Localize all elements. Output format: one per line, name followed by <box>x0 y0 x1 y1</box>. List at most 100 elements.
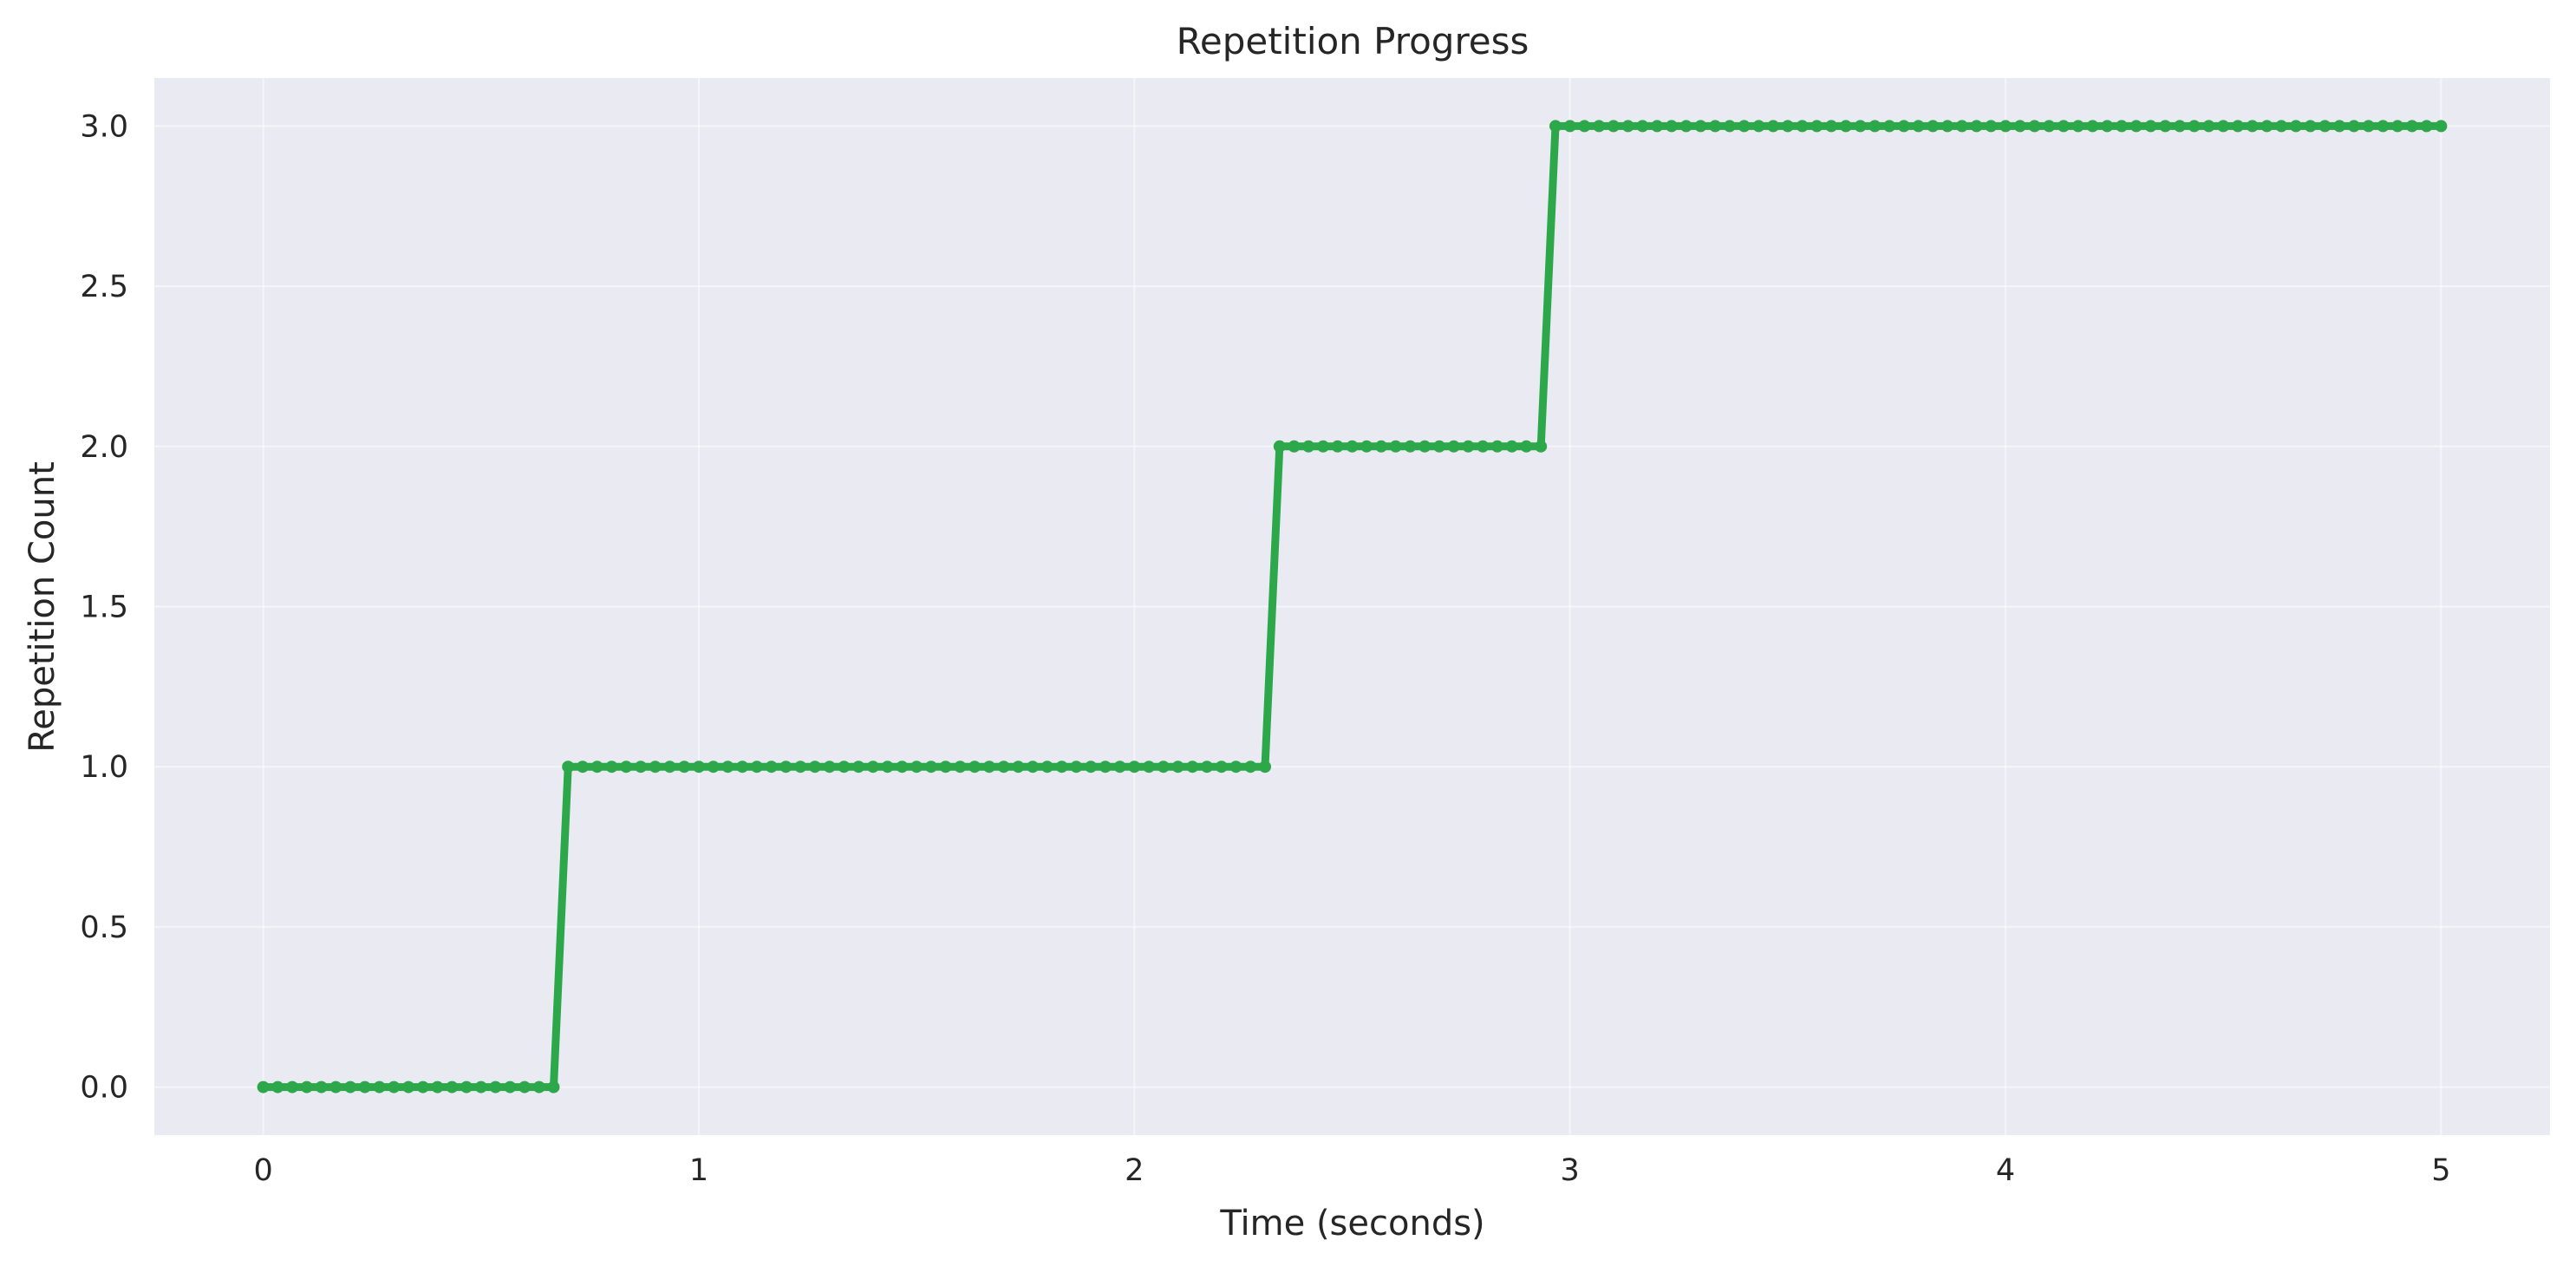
data-point <box>1839 120 1852 133</box>
data-point <box>590 761 603 774</box>
data-point <box>2333 120 2346 133</box>
data-point <box>315 1080 328 1093</box>
data-point <box>736 761 749 774</box>
data-point <box>358 1080 371 1093</box>
data-point <box>1535 440 1548 453</box>
data-point <box>1288 440 1301 453</box>
data-point <box>547 1080 560 1093</box>
data-point <box>1462 440 1475 453</box>
data-point <box>1302 440 1315 453</box>
data-point <box>1375 440 1387 453</box>
data-point <box>1694 120 1707 133</box>
data-point <box>779 761 792 774</box>
data-point <box>1796 120 1809 133</box>
data-point <box>1955 120 1968 133</box>
x-tick-label: 5 <box>2431 1153 2450 1188</box>
x-tick-label: 2 <box>1125 1153 1144 1188</box>
data-point <box>2159 120 2172 133</box>
data-point <box>910 761 923 774</box>
data-point <box>1490 440 1503 453</box>
data-point <box>1854 120 1867 133</box>
data-point <box>1259 761 1271 774</box>
data-point <box>1651 120 1664 133</box>
data-point <box>344 1080 357 1093</box>
y-tick-label: 2.5 <box>80 270 128 304</box>
data-point <box>678 761 691 774</box>
data-point <box>1157 761 1170 774</box>
data-point <box>1607 120 1620 133</box>
data-point <box>1767 120 1780 133</box>
data-point <box>1883 120 1896 133</box>
data-point <box>1985 120 1998 133</box>
data-point <box>388 1080 401 1093</box>
data-point <box>1563 120 1576 133</box>
data-point <box>402 1080 415 1093</box>
y-tick-label: 0.5 <box>80 911 128 945</box>
data-point <box>1186 761 1199 774</box>
data-point <box>1868 120 1881 133</box>
chart-title: Repetition Progress <box>1177 20 1529 62</box>
data-point <box>2347 120 2360 133</box>
data-point <box>765 761 778 774</box>
data-point <box>271 1080 284 1093</box>
data-point <box>1128 761 1141 774</box>
data-point <box>1723 120 1736 133</box>
data-point <box>1941 120 1954 133</box>
data-point <box>1549 120 1562 133</box>
data-point <box>1404 440 1417 453</box>
tick-labels: 0 1 2 3 4 5 0.0 0.5 1.0 1.5 2.0 2.5 3.0 <box>80 109 2450 1188</box>
data-point <box>2116 120 2128 133</box>
x-axis-label: Time (seconds) <box>1219 1204 1484 1244</box>
data-point <box>2275 120 2288 133</box>
data-point <box>1418 440 1431 453</box>
x-tick-label: 0 <box>253 1153 272 1188</box>
y-tick-label: 0.0 <box>80 1071 128 1106</box>
data-point <box>663 761 676 774</box>
data-point <box>300 1080 313 1093</box>
y-axis-label: Repetition Count <box>23 461 62 753</box>
data-point <box>2246 120 2259 133</box>
data-point <box>431 1080 444 1093</box>
data-point <box>1665 120 1678 133</box>
data-point <box>532 1080 545 1093</box>
data-point <box>1912 120 1925 133</box>
data-point <box>2304 120 2317 133</box>
data-point <box>2318 120 2331 133</box>
data-point <box>1738 120 1751 133</box>
data-point <box>707 761 720 774</box>
data-point <box>2232 120 2244 133</box>
data-point <box>1621 120 1634 133</box>
data-point <box>2144 120 2157 133</box>
data-point <box>577 761 589 774</box>
data-point <box>2260 120 2273 133</box>
data-point <box>1897 120 1910 133</box>
data-point <box>446 1080 459 1093</box>
data-point <box>997 761 1010 774</box>
data-point <box>823 761 836 774</box>
data-point <box>1027 761 1040 774</box>
data-point <box>954 761 967 774</box>
data-point <box>866 761 879 774</box>
data-point <box>257 1080 270 1093</box>
data-point <box>1578 120 1591 133</box>
data-point <box>1781 120 1794 133</box>
data-point <box>635 761 647 774</box>
data-point <box>1999 120 2012 133</box>
data-point <box>2086 120 2099 133</box>
data-point <box>1825 120 1838 133</box>
data-point <box>286 1080 299 1093</box>
data-point <box>1273 440 1286 453</box>
data-point <box>605 761 618 774</box>
data-point <box>1099 761 1112 774</box>
data-point <box>1520 440 1533 453</box>
data-point <box>1593 120 1606 133</box>
data-point <box>721 761 734 774</box>
data-point <box>504 1080 517 1093</box>
data-point <box>838 761 851 774</box>
data-point <box>1389 440 1402 453</box>
data-point <box>1215 761 1228 774</box>
data-point <box>2071 120 2084 133</box>
data-point <box>416 1080 429 1093</box>
data-point <box>1171 761 1184 774</box>
series-layer <box>257 120 2448 1093</box>
